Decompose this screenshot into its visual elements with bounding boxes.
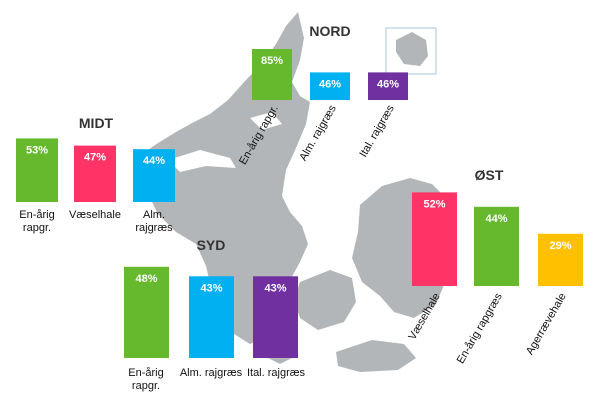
map-fjord	[168, 150, 236, 172]
category-label: Agerrævehale	[524, 291, 569, 357]
bar	[412, 192, 457, 286]
bar	[253, 276, 298, 358]
data-label: 52%	[423, 198, 445, 210]
bar	[538, 233, 583, 286]
data-label: 46%	[319, 78, 341, 90]
region-title: MIDT	[79, 115, 114, 131]
region-title: ØST	[475, 167, 504, 183]
bar	[474, 206, 519, 286]
region-chart-midt: MIDT 53% En-årig rapgr. 47% Væselhale 44% Alm. r…	[16, 115, 175, 234]
data-label: 43%	[264, 282, 286, 294]
bar	[189, 276, 234, 358]
data-label: 85%	[261, 55, 283, 67]
map-lolland	[336, 340, 416, 372]
data-label: 43%	[200, 282, 222, 294]
bar	[368, 72, 408, 100]
region-chart-syd: SYD 48% En-årig rapgr. 43% Alm. rajgræs 43% Ita…	[124, 237, 306, 392]
category-label: En-årig rapgr.	[19, 209, 54, 234]
category-label: En-årig rapgræs	[455, 291, 505, 366]
data-label: 47%	[84, 152, 106, 164]
map-fjord	[250, 112, 282, 130]
data-label: 29%	[549, 240, 571, 252]
bar	[133, 149, 175, 202]
category-label: Ital. rajgræs	[357, 103, 397, 160]
map-funen	[294, 270, 356, 330]
data-label: 46%	[377, 78, 399, 90]
category-label: Ital. rajgræs	[247, 367, 306, 379]
bar	[310, 72, 350, 100]
category-label: Væselhale	[69, 209, 121, 221]
category-label: En-årig rapgr.	[128, 367, 163, 392]
map-island	[374, 194, 390, 210]
bar	[16, 138, 58, 202]
bar	[252, 49, 292, 100]
data-label: 53%	[26, 144, 48, 156]
region-title: SYD	[197, 237, 226, 253]
data-label: 44%	[143, 155, 165, 167]
bar	[124, 266, 169, 358]
category-label: Alm. rajgræs	[180, 367, 243, 379]
map-bornholm	[396, 32, 428, 66]
region-title: NORD	[309, 23, 350, 39]
data-label: 44%	[485, 213, 507, 225]
category-label: Alm. rajgræs	[135, 209, 173, 234]
bar	[74, 145, 116, 202]
data-label: 48%	[135, 273, 157, 285]
